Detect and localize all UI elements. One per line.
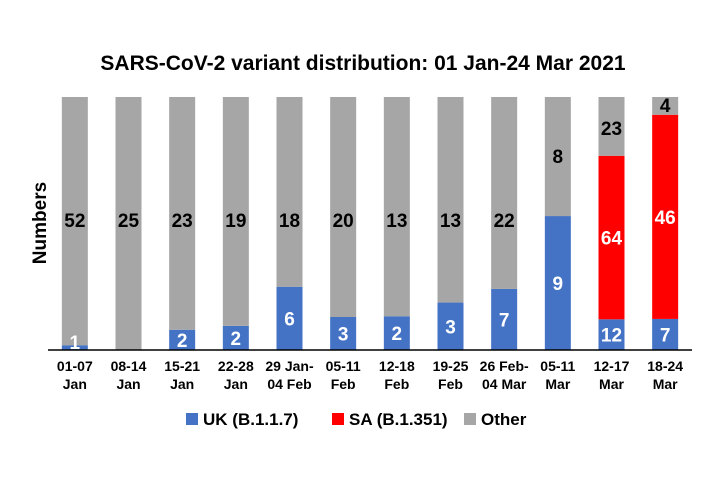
bars-group: 1 52 25 2 23 2 19 6 18 3 20 2 13 3 13 7 22 9 8 12 64 23 7 46 4: [61, 96, 679, 354]
legend-swatch-0: [186, 413, 198, 425]
x-tick-label-1-1: Jan: [116, 376, 140, 392]
x-tick-label-2-0: 15-21: [164, 358, 200, 374]
x-tick-label-7-0: 19-25: [433, 358, 469, 374]
data-label-other-9: 8: [553, 147, 564, 168]
legend-label-2: Other: [481, 410, 527, 429]
bar-segment-uk-7: [437, 302, 464, 350]
x-tick-label-10-0: 12-17: [594, 358, 630, 374]
bar-segment-other-6: [383, 97, 410, 317]
bar-segment-other-7: [437, 97, 464, 303]
chart-title: SARS-CoV-2 variant distribution: 01 Jan-…: [100, 52, 625, 75]
x-tick-label-9-1: Mar: [545, 376, 570, 392]
legend: UK (B.1.1.7) SA (B.1.351) Other: [186, 410, 527, 429]
x-tick-label-9-0: 05-11: [540, 358, 575, 374]
data-label-uk-0: 1: [70, 333, 81, 354]
x-tick-label-6-0: 12-18: [379, 358, 415, 374]
data-label-other-5: 20: [333, 211, 354, 232]
x-tick-labels: 01-07 Jan 08-14 Jan 15-21 Jan 22-28 Jan 29 Jan- 0…: [57, 358, 683, 392]
x-tick-label-5-1: Feb: [331, 376, 356, 392]
bar-segment-other-1: [115, 97, 142, 350]
x-tick-label-7-1: Feb: [438, 376, 463, 392]
data-label-uk-10: 12: [601, 326, 622, 347]
x-tick-label-3-0: 22-28: [218, 358, 254, 374]
x-tick-label-8-1: 04 Mar: [482, 376, 527, 392]
bar-segment-other-3: [222, 97, 249, 326]
x-tick-label-4-1: 04 Feb: [267, 376, 311, 392]
x-tick-label-5-0: 05-11: [326, 358, 361, 374]
data-label-uk-9: 9: [553, 274, 564, 295]
data-label-sa-10: 64: [601, 229, 623, 250]
data-label-uk-4: 6: [284, 309, 295, 330]
data-label-other-11: 4: [660, 96, 671, 117]
x-tick-label-6-1: Feb: [384, 376, 409, 392]
x-tick-label-8-0: 26 Feb-: [480, 358, 529, 374]
bar-segment-uk-3: [222, 325, 249, 350]
data-label-other-7: 13: [440, 211, 461, 232]
bar-segment-other-11: [652, 97, 679, 115]
data-label-uk-3: 2: [231, 329, 242, 350]
data-label-other-3: 19: [225, 211, 246, 232]
data-label-uk-2: 2: [177, 331, 188, 352]
data-label-other-0: 52: [64, 211, 85, 232]
bar-segment-uk-11: [652, 318, 679, 350]
bar-segment-uk-8: [491, 288, 518, 350]
data-label-uk-8: 7: [499, 310, 510, 331]
bar-segment-other-5: [330, 97, 357, 317]
x-tick-label-3-1: Jan: [224, 376, 248, 392]
bar-segment-other-2: [169, 97, 196, 330]
data-label-other-2: 23: [172, 211, 193, 232]
bar-segment-other-0: [61, 97, 88, 346]
x-tick-label-10-1: Mar: [599, 376, 624, 392]
bar-segment-uk-5: [330, 317, 357, 350]
data-label-uk-5: 3: [338, 325, 349, 346]
data-label-uk-11: 7: [660, 325, 671, 346]
bar-segment-uk-6: [383, 316, 410, 350]
data-label-sa-11: 46: [655, 208, 676, 229]
data-label-other-1: 25: [118, 211, 140, 232]
x-tick-label-2-1: Jan: [170, 376, 194, 392]
data-label-uk-6: 2: [392, 324, 403, 345]
x-tick-label-0-0: 01-07: [57, 358, 93, 374]
bar-segment-other-9: [544, 97, 571, 217]
x-tick-label-1-0: 08-14: [111, 358, 147, 374]
legend-label-0: UK (B.1.1.7): [203, 410, 298, 429]
legend-label-1: SA (B.1.351): [349, 410, 448, 429]
bar-segment-other-8: [491, 97, 518, 289]
bar-segment-uk-4: [276, 286, 303, 350]
legend-swatch-1: [332, 413, 344, 425]
x-tick-label-11-0: 18-24: [647, 358, 683, 374]
bar-segment-sa-10: [598, 155, 625, 320]
bar-segment-uk-9: [544, 216, 571, 350]
x-tick-label-4-0: 29 Jan-: [265, 358, 314, 374]
bar-segment-other-10: [598, 97, 625, 156]
bar-segment-uk-10: [598, 319, 625, 350]
bar-segment-other-4: [276, 97, 303, 287]
x-tick-label-0-1: Jan: [63, 376, 87, 392]
legend-swatch-2: [464, 413, 476, 425]
bar-segment-uk-0: [61, 345, 88, 350]
data-label-uk-7: 3: [445, 317, 456, 338]
data-label-other-6: 13: [386, 211, 407, 232]
data-label-other-4: 18: [279, 211, 300, 232]
data-label-other-8: 22: [494, 211, 515, 232]
y-axis-label: Numbers: [30, 182, 51, 264]
bar-segment-uk-2: [169, 329, 196, 350]
bar-segment-sa-11: [652, 114, 679, 319]
x-tick-label-11-1: Mar: [653, 376, 678, 392]
data-label-other-10: 23: [601, 119, 622, 140]
